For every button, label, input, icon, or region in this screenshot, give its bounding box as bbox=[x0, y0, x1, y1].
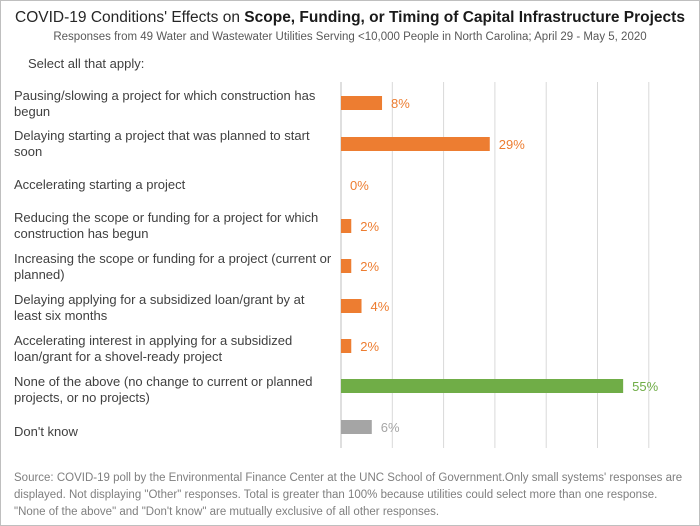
source-note: Source: COVID-19 poll by the Environment… bbox=[14, 472, 683, 518]
data-label: 29% bbox=[499, 137, 525, 152]
category-label: Increasing the scope or funding for a pr… bbox=[14, 251, 332, 282]
data-label: 2% bbox=[360, 339, 379, 354]
data-label: 6% bbox=[381, 420, 400, 435]
bar bbox=[341, 379, 624, 393]
chart-subtitle: Responses from 49 Water and Wastewater U… bbox=[53, 31, 647, 43]
chart-instruction: Select all that apply: bbox=[28, 56, 145, 71]
bar bbox=[341, 219, 352, 233]
data-label: 8% bbox=[391, 96, 410, 111]
category-label: Delaying starting a project that was pla… bbox=[14, 128, 310, 159]
category-label: Accelerating starting a project bbox=[14, 177, 186, 192]
bar bbox=[341, 420, 372, 434]
bar bbox=[341, 299, 362, 313]
data-label: 2% bbox=[360, 219, 379, 234]
category-label: Reducing the scope or funding for a proj… bbox=[14, 210, 319, 241]
data-label: 4% bbox=[371, 299, 390, 314]
category-label: Accelerating interest in applying for a … bbox=[14, 333, 293, 364]
chart-title: COVID-19 Conditions' Effects on Scope, F… bbox=[0, 9, 700, 27]
data-label: 0% bbox=[350, 178, 369, 193]
data-label: 55% bbox=[632, 379, 658, 394]
category-label: Delaying applying for a subsidized loan/… bbox=[14, 292, 305, 323]
chart-title-prefix: COVID-19 Conditions' Effects on bbox=[15, 9, 245, 26]
category-label: None of the above (no change to current … bbox=[14, 374, 313, 405]
bar bbox=[341, 137, 490, 151]
bar bbox=[341, 339, 352, 353]
data-label: 2% bbox=[360, 259, 379, 274]
chart-title-bold: Scope, Funding, or Timing of Capital Inf… bbox=[244, 9, 685, 26]
bar bbox=[341, 259, 352, 273]
category-label: Don't know bbox=[14, 424, 78, 439]
bar bbox=[341, 96, 383, 110]
category-label: Pausing/slowing a project for which cons… bbox=[14, 88, 316, 119]
